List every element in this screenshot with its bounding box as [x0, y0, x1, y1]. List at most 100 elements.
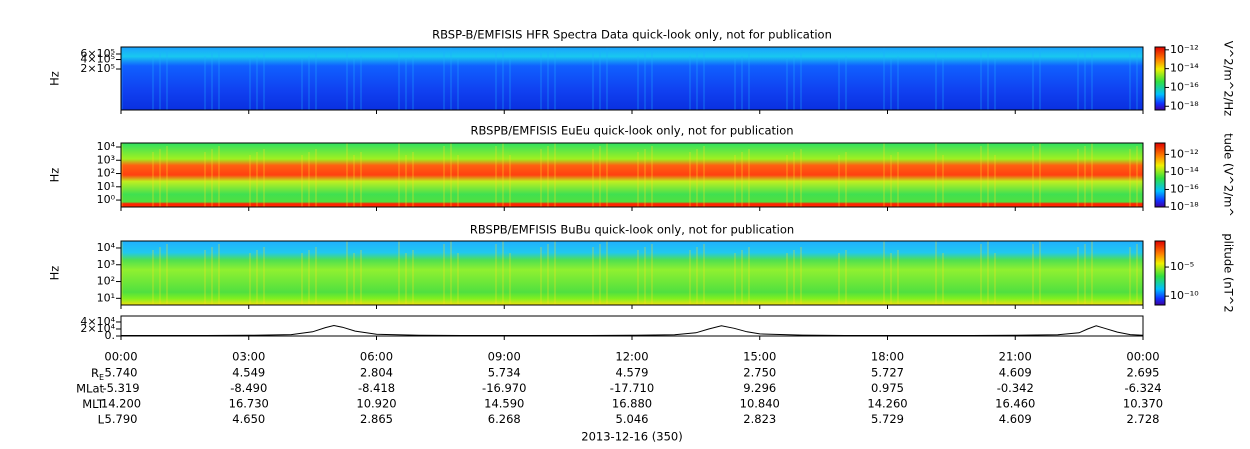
colorbar-label: tude (V^2/m^: [1222, 133, 1236, 217]
ephemeris-value: -16.970: [482, 381, 526, 395]
colorbar-tick-label: 10⁻¹²: [1170, 43, 1199, 56]
spectrogram-texture: [838, 59, 840, 110]
spectrogram-texture: [509, 59, 511, 110]
x-tick-label: 03:00: [232, 350, 265, 364]
spectrogram-texture: [256, 152, 258, 207]
ephemeris-value: 2.823: [743, 412, 776, 426]
y-tick-label: 10³: [97, 258, 115, 271]
spectrogram-texture: [249, 155, 251, 207]
spectrogram-texture: [360, 250, 362, 305]
ephemeris-label-text: L: [98, 412, 105, 426]
y-tick-label: 10¹: [97, 180, 115, 193]
ephemeris-value: 14.260: [867, 397, 907, 411]
spectrogram-texture: [994, 59, 996, 110]
colorbar-tick-label: 10⁻¹⁶: [1170, 80, 1199, 93]
spectrogram-texture: [308, 250, 310, 305]
spectrogram-texture: [883, 47, 885, 110]
spectrogram-texture: [696, 247, 698, 305]
y-tick-label: 10²: [97, 275, 115, 288]
spectrogram-texture: [121, 47, 123, 110]
spectrogram-texture: [890, 253, 892, 305]
spectrogram-texture: [890, 59, 892, 110]
spectrogram-texture: [159, 247, 161, 305]
spectrogram-texture: [547, 244, 549, 305]
spectrogram-texture: [1032, 146, 1034, 207]
ephemeris-value: 2.804: [360, 366, 393, 380]
ephemeris-label: MLT: [82, 397, 105, 411]
spectrogram-texture: [703, 146, 705, 207]
spectrogram-texture: [301, 155, 303, 207]
x-tick-label: 15:00: [743, 350, 776, 364]
spectrogram-texture: [308, 56, 310, 110]
spectrogram-texture: [166, 244, 168, 305]
ephemeris-value: 4.609: [999, 366, 1032, 380]
colorbar-tick-label: 10⁻⁵: [1170, 260, 1194, 273]
spectrogram-texture: [637, 250, 639, 305]
spectrogram-texture: [838, 253, 840, 305]
spectrogram-texture: [353, 253, 355, 305]
spectrogram-texture: [1077, 53, 1079, 110]
spectrogram-texture: [502, 47, 504, 110]
spectrogram-texture: [540, 247, 542, 305]
ephemeris-value: 5.740: [105, 366, 138, 380]
spectrogram-texture: [166, 50, 168, 110]
colorbar-tick-label: 10⁻¹⁸: [1170, 200, 1199, 213]
spectrogram-texture: [1077, 149, 1079, 207]
ephemeris-value: 2.728: [1127, 412, 1160, 426]
spectrogram-texture: [509, 155, 511, 207]
spectrogram-texture: [495, 146, 497, 207]
spectrogram-texture: [204, 152, 206, 207]
spectrogram-texture: [547, 50, 549, 110]
colorbar-tick-label: 10⁻¹⁴: [1170, 165, 1199, 178]
ephemeris-value: 4.609: [999, 412, 1032, 426]
spectrogram-texture: [1136, 146, 1138, 207]
spectrogram-texture: [644, 247, 646, 305]
spectrogram-texture: [980, 244, 982, 305]
spectrogram-texture: [405, 155, 407, 207]
spectrogram-texture: [502, 241, 504, 305]
spectrogram-texture: [249, 253, 251, 305]
spectrogram-texture: [897, 250, 899, 305]
spectrogram-texture: [443, 244, 445, 305]
spectrogram-texture: [637, 56, 639, 110]
spectrogram-texture: [211, 247, 213, 305]
spectrogram-texture: [457, 59, 459, 110]
spectrogram-texture: [1032, 50, 1034, 110]
spectrogram-texture: [1032, 244, 1034, 305]
spectrogram-texture: [599, 50, 601, 110]
spectrogram-texture: [994, 155, 996, 207]
spectrogram-texture: [741, 152, 743, 207]
spectrogram-texture: [689, 56, 691, 110]
colorbar-tick-label: 10⁻¹²: [1170, 147, 1199, 160]
y-tick-label: 4×10⁵: [80, 53, 115, 66]
spectrogram-texture: [980, 50, 982, 110]
spectrogram-texture: [346, 47, 348, 110]
spectrogram-texture: [748, 53, 750, 110]
spectrogram-texture: [554, 143, 556, 207]
spectrogram-texture: [689, 152, 691, 207]
ephemeris-value: 2.865: [360, 412, 393, 426]
spectrogram-texture: [800, 247, 802, 305]
colorbar-tick-label: 10⁻¹⁶: [1170, 182, 1199, 195]
spectrogram-texture: [360, 56, 362, 110]
spectrogram-texture: [1039, 143, 1041, 207]
ephemeris-label-sub: E: [99, 373, 104, 382]
colorbar-tick-label: 10⁻¹⁰: [1170, 289, 1199, 302]
spectrogram-texture: [793, 152, 795, 207]
spectrogram-texture: [360, 152, 362, 207]
ephemeris-value: 10.370: [1123, 397, 1163, 411]
spectrogram-texture: [1129, 149, 1131, 207]
spectrogram-texture: [696, 53, 698, 110]
x-tick-label: 18:00: [871, 350, 904, 364]
ephemeris-value: 4.549: [232, 366, 265, 380]
spectrogram-texture: [599, 244, 601, 305]
y-tick-label: 2×10⁵: [80, 62, 115, 75]
colorbar-label: plitude (nT^2: [1222, 233, 1236, 312]
spectrogram-texture: [606, 241, 608, 305]
ephemeris-value: 5.734: [488, 366, 521, 380]
ephemeris-value: 14.590: [484, 397, 524, 411]
spectrogram-texture: [353, 59, 355, 110]
y-tick-label: 2×10⁴: [80, 322, 115, 335]
spectrogram-texture: [935, 143, 937, 207]
